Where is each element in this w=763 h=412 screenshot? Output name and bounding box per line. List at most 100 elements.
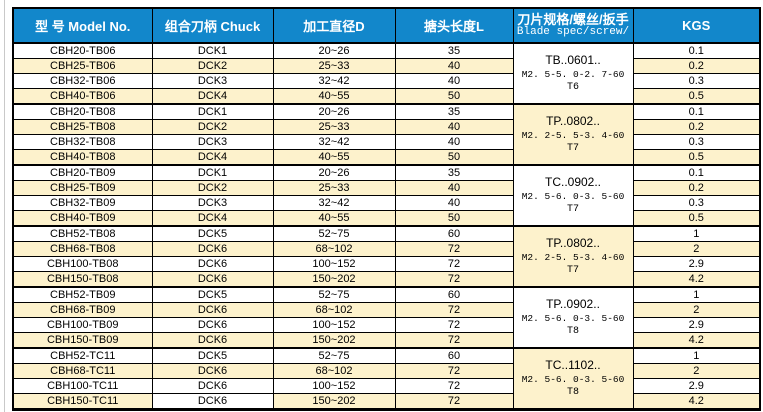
cell-blade-spec: TP..0802.. M2. 2-5. 5-3. 4-60 T7 — [512, 103, 634, 166]
table-row: CBH52-TB09 DCK5 52~75 60 TP..0902.. M2. 5-6. … — [12, 286, 761, 349]
blade-spec-screw: M2. 5-5. 0-2. 7-60 — [521, 69, 625, 80]
cell-kgs: 0.5 — [632, 149, 761, 166]
cell-diameter: 25~33 — [272, 119, 396, 135]
cell-chuck: DCK2 — [151, 180, 274, 196]
table-row: CBH25-TB06 DCK2 25~33 40 0.2 — [12, 58, 761, 74]
cell-model: CBH40-TB09 — [12, 210, 153, 227]
table-row: CBH32-TB06 DCK3 32~42 40 0.3 — [12, 73, 761, 89]
cell-kgs: 0.2 — [632, 180, 761, 196]
cell-length: 50 — [394, 149, 514, 166]
cell-length: 72 — [394, 302, 514, 318]
cell-kgs: 0.5 — [632, 88, 761, 105]
table-row: CBH40-TB09 DCK4 40~55 50 0.5 — [12, 210, 761, 227]
cell-model: CBH68-TB08 — [12, 241, 153, 257]
cell-model: CBH150-TB09 — [12, 332, 153, 349]
cell-kgs: 1 — [632, 347, 761, 364]
cell-length: 60 — [394, 286, 514, 303]
blade-spec-code: TP..0902.. — [546, 297, 600, 311]
column-header-blade-spec-en: Blade spec/screw/ — [516, 26, 630, 38]
cell-length: 72 — [394, 256, 514, 272]
column-header-blade-spec-zh: 刀片规格/螺丝/扳手 — [517, 12, 629, 27]
blade-spec-wrench: T8 — [566, 387, 579, 398]
spreadsheet-gridline — [4, 0, 5, 412]
cell-kgs: 0.3 — [632, 134, 761, 150]
cell-diameter: 32~42 — [272, 73, 396, 89]
cell-model: CBH40-TB08 — [12, 149, 153, 166]
cell-kgs: 0.3 — [632, 73, 761, 89]
cell-chuck: DCK1 — [151, 42, 274, 59]
blade-spec-code: TP..0802.. — [546, 236, 600, 250]
cell-length: 35 — [394, 42, 514, 59]
cell-model: CBH32-TB06 — [12, 73, 153, 89]
cell-model: CBH68-TC11 — [12, 363, 153, 379]
table-row: CBH150-TC11 DCK6 150~202 72 4.2 — [12, 393, 761, 410]
table-row: CBH68-TB08 DCK6 68~102 72 2 — [12, 241, 761, 257]
blade-spec-screw: M2. 2-5. 5-3. 4-60 — [521, 252, 625, 263]
blade-spec-code: TB..0601.. — [545, 53, 601, 67]
cell-length: 40 — [394, 58, 514, 74]
cell-diameter: 25~33 — [272, 180, 396, 196]
cell-kgs: 0.2 — [632, 58, 761, 74]
cell-length: 40 — [394, 195, 514, 211]
cell-blade-spec: TP..0802.. M2. 2-5. 5-3. 4-60 T7 — [512, 225, 634, 288]
cell-length: 72 — [394, 271, 514, 288]
cell-blade-spec: TB..0601.. M2. 5-5. 0-2. 7-60 T6 — [512, 42, 634, 105]
cell-model: CBH150-TC11 — [12, 393, 153, 410]
cell-chuck: DCK2 — [151, 58, 274, 74]
cell-kgs: 4.2 — [632, 271, 761, 288]
table-row: CBH100-TB08 DCK6 100~152 72 2.9 — [12, 256, 761, 272]
blade-spec-code: TP..0802.. — [546, 114, 600, 128]
cell-chuck: DCK5 — [151, 347, 274, 364]
table-row: CBH150-TB08 DCK6 150~202 72 4.2 — [12, 271, 761, 288]
cell-chuck: DCK4 — [151, 210, 274, 227]
cell-kgs: 1 — [632, 225, 761, 242]
cell-model: CBH25-TB06 — [12, 58, 153, 74]
cell-chuck: DCK6 — [151, 332, 274, 349]
cell-kgs: 0.3 — [632, 195, 761, 211]
product-spec-table-container: 型 号 Model No. 组合刀柄 Chuck 加工直径D 搪头长度L 刀片规… — [12, 7, 761, 411]
cell-length: 72 — [394, 241, 514, 257]
blade-spec-wrench: T6 — [566, 82, 579, 93]
cell-model: CBH32-TB09 — [12, 195, 153, 211]
column-header-kgs: KGS — [632, 7, 761, 44]
cell-model: CBH40-TB06 — [12, 88, 153, 105]
table-row: CBH52-TC11 DCK5 52~75 60 TC..1102.. M2. 5-6. … — [12, 347, 761, 410]
cell-blade-spec: TP..0902.. M2. 5-6. 0-3. 5-60 T8 — [512, 286, 634, 349]
cell-length: 60 — [394, 347, 514, 364]
cell-length: 35 — [394, 164, 514, 181]
cell-model: CBH68-TB09 — [12, 302, 153, 318]
blade-spec-screw: M2. 5-6. 0-3. 5-60 — [521, 374, 625, 385]
cell-kgs: 2 — [632, 241, 761, 257]
cell-chuck: DCK6 — [151, 378, 274, 394]
cell-chuck: DCK6 — [151, 317, 274, 333]
column-header-length: 搪头长度L — [394, 7, 514, 44]
cell-model: CBH20-TB09 — [12, 164, 153, 181]
cell-length: 60 — [394, 225, 514, 242]
cell-blade-spec: TC..0902.. M2. 5-6. 0-3. 5-60 T7 — [512, 164, 634, 227]
cell-diameter: 68~102 — [272, 241, 396, 257]
cell-kgs: 0.2 — [632, 119, 761, 135]
table-row: CBH25-TB09 DCK2 25~33 40 0.2 — [12, 180, 761, 196]
cell-chuck: DCK4 — [151, 149, 274, 166]
cell-kgs: 2 — [632, 302, 761, 318]
cell-diameter: 40~55 — [272, 88, 396, 105]
column-header-chuck: 组合刀柄 Chuck — [151, 7, 274, 44]
cell-diameter: 32~42 — [272, 134, 396, 150]
table-row: CBH20-TB09 DCK1 20~26 35 TC..0902.. M2. 5-6. … — [12, 164, 761, 227]
table-body: CBH20-TB06 DCK1 20~26 35 TB..0601.. M2. 5-5. … — [12, 42, 761, 410]
cell-diameter: 40~55 — [272, 149, 396, 166]
table-row: CBH100-TC11 DCK6 100~152 72 2.9 — [12, 378, 761, 394]
cell-diameter: 100~152 — [272, 317, 396, 333]
cell-kgs: 0.1 — [632, 42, 761, 59]
table-row: CBH32-TB08 DCK3 32~42 40 0.3 — [12, 134, 761, 150]
table-row: CBH20-TB08 DCK1 20~26 35 TP..0802.. M2. 2-5. … — [12, 103, 761, 166]
cell-chuck: DCK3 — [151, 73, 274, 89]
cell-diameter: 68~102 — [272, 363, 396, 379]
cell-diameter: 100~152 — [272, 378, 396, 394]
cell-diameter: 52~75 — [272, 286, 396, 303]
cell-diameter: 20~26 — [272, 42, 396, 59]
cell-model: CBH20-TB08 — [12, 103, 153, 120]
cell-model: CBH100-TC11 — [12, 378, 153, 394]
blade-spec-screw: M2. 5-6. 0-3. 5-60 — [521, 313, 625, 324]
cell-chuck: DCK6 — [151, 393, 274, 410]
